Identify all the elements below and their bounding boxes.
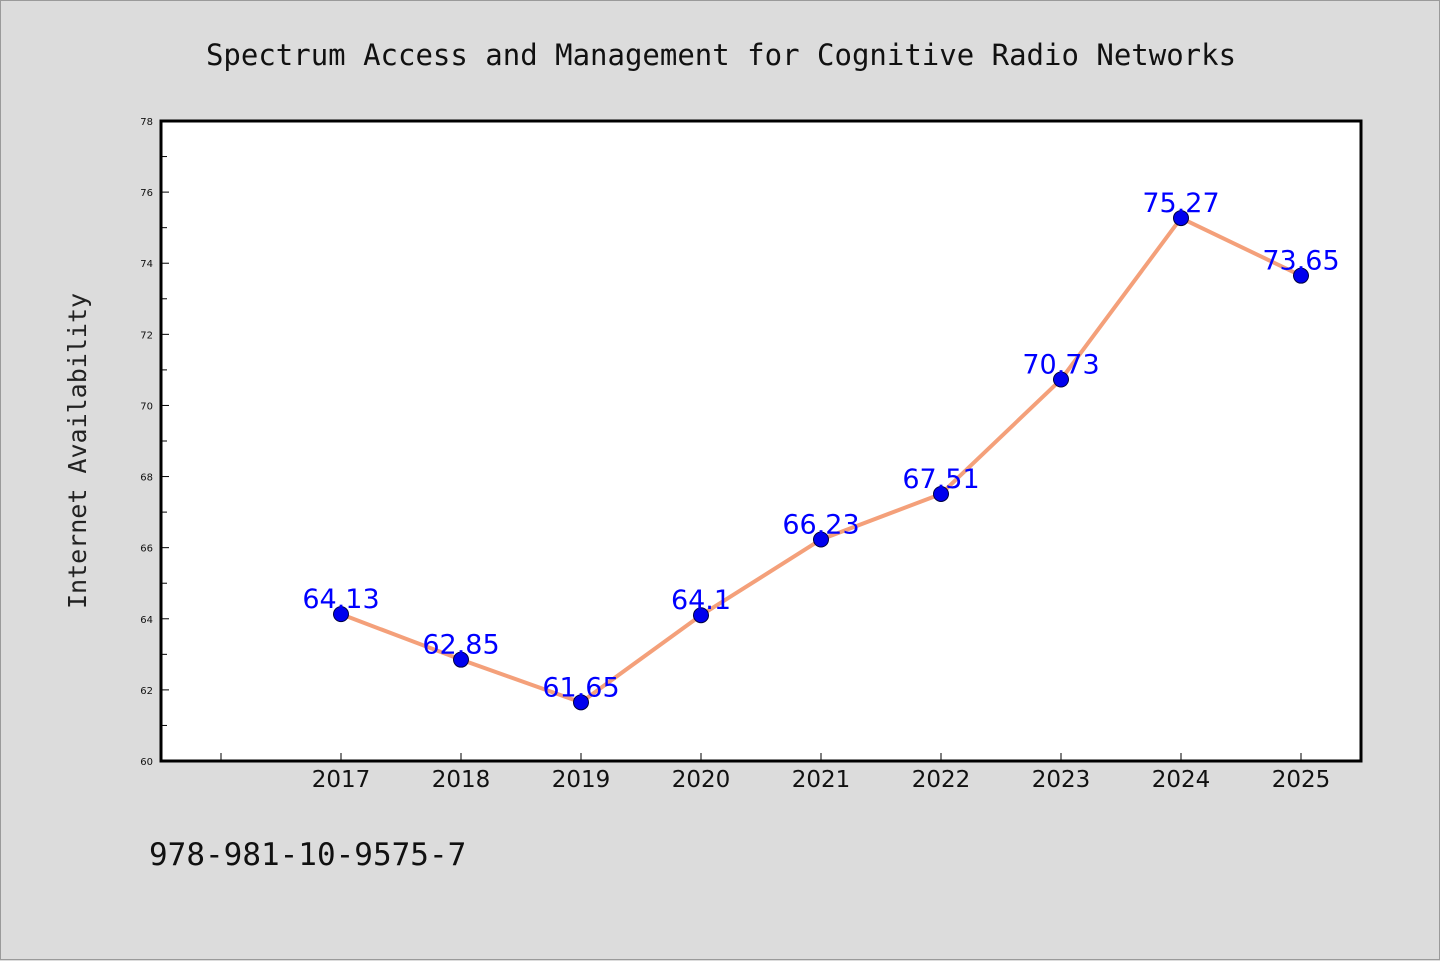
x-tick-label: 2019 xyxy=(552,767,611,793)
data-point xyxy=(933,485,949,502)
data-point xyxy=(1173,210,1189,227)
data-label: 75.27 xyxy=(1142,188,1219,219)
y-tick-label: 74 xyxy=(140,259,153,270)
x-axis-ticks: 2017 2018 2019 2020 2021 2022 2023 2024 2025 xyxy=(220,753,1331,793)
data-label: 70.73 xyxy=(1022,349,1099,380)
x-tick-label: 2021 xyxy=(792,767,851,793)
y-tick-label: 64 xyxy=(140,615,153,626)
x-tick-label: 2022 xyxy=(912,767,971,793)
data-labels-group: 64.13 62.85 61.65 64.1 66.23 67.51 70.73 75.27 7… xyxy=(302,188,1339,703)
data-point xyxy=(1053,371,1069,388)
y-tick-label: 72 xyxy=(140,330,153,341)
plot-border xyxy=(159,119,1363,763)
y-tick-label: 60 xyxy=(140,757,153,768)
x-tick-label: 2020 xyxy=(672,767,731,793)
x-tick-label: 2018 xyxy=(432,767,491,793)
x-tick-label: 2017 xyxy=(312,767,371,793)
chart-title: Spectrum Access and Management for Cogni… xyxy=(206,38,1236,72)
data-label: 61.65 xyxy=(542,672,619,703)
data-label: 64.13 xyxy=(302,584,379,615)
data-label: 73.65 xyxy=(1262,246,1339,277)
data-label: 64.1 xyxy=(671,585,731,616)
data-label: 66.23 xyxy=(782,509,859,540)
y-tick-label: 66 xyxy=(140,544,153,555)
data-point xyxy=(453,651,469,668)
x-tick-label: 2023 xyxy=(1032,767,1091,793)
y-tick-label: 68 xyxy=(140,473,153,484)
data-point xyxy=(813,531,829,548)
data-point xyxy=(693,607,709,624)
y-axis-label: Internet Availability xyxy=(63,293,92,609)
data-point xyxy=(333,606,349,623)
data-label: 67.51 xyxy=(902,464,979,495)
y-tick-label: 78 xyxy=(140,117,153,128)
y-tick-label: 62 xyxy=(140,686,153,697)
x-tick-label: 2025 xyxy=(1272,767,1331,793)
y-tick-label: 76 xyxy=(140,188,153,199)
data-point xyxy=(1293,267,1309,284)
series-points-group xyxy=(333,210,1309,711)
y-tick-label: 70 xyxy=(140,401,153,412)
x-tick-label: 2024 xyxy=(1152,767,1211,793)
data-label: 62.85 xyxy=(422,630,499,661)
isbn-text: 978-981-10-9575-7 xyxy=(149,837,466,873)
data-point xyxy=(573,694,589,711)
plot-area xyxy=(161,121,1361,761)
